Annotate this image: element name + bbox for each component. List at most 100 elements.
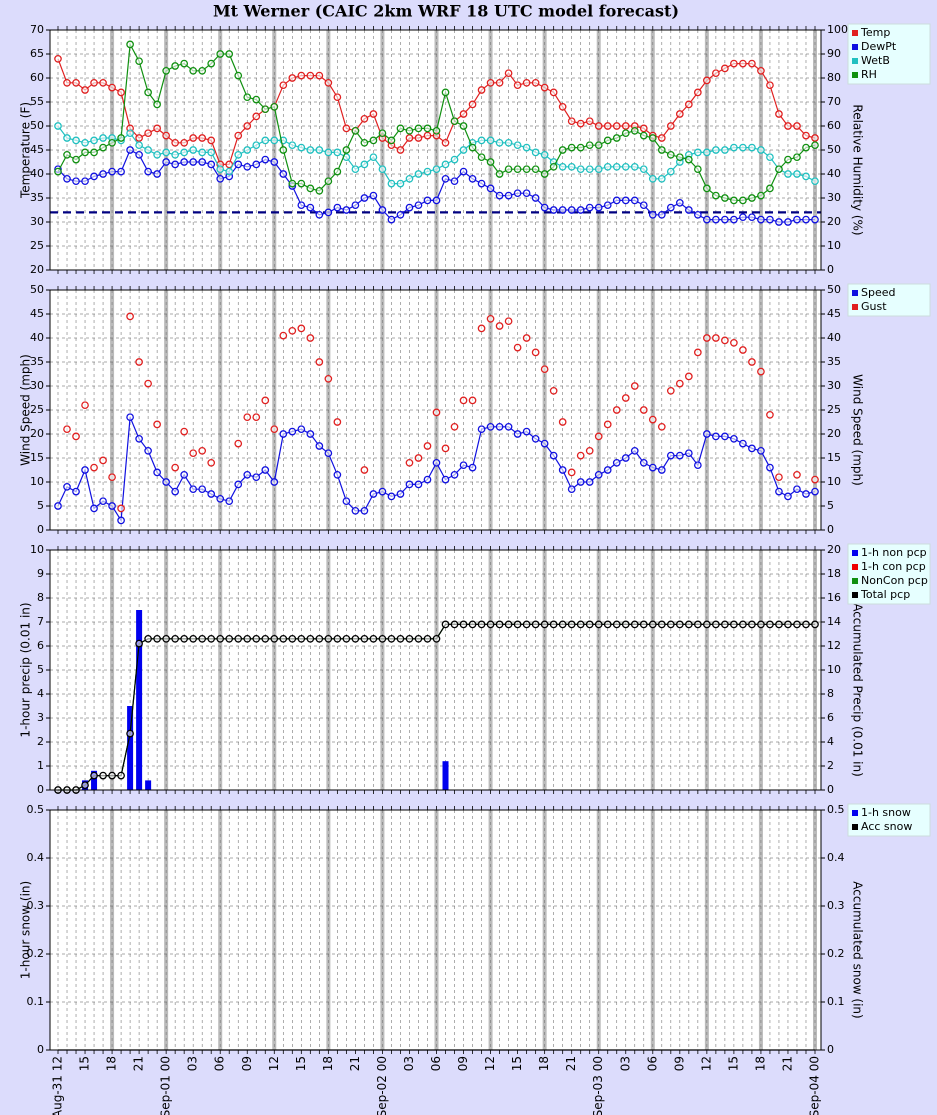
data-point [757, 146, 765, 154]
data-point [513, 620, 522, 629]
data-point [648, 415, 657, 424]
data-point [90, 136, 98, 145]
data-point [730, 338, 738, 347]
x-tick-label: 06 [429, 1056, 443, 1071]
data-point [423, 442, 432, 450]
precip-bar [442, 761, 449, 790]
data-point [369, 110, 378, 118]
data-point [99, 771, 107, 780]
legend-swatch [852, 30, 858, 36]
data-point [766, 215, 774, 224]
data-point [531, 148, 540, 157]
y-tick-label: 25 [30, 239, 44, 252]
y2-tick-label: 8 [827, 687, 834, 700]
data-point [108, 771, 116, 780]
y-tick-label: 40 [30, 331, 44, 344]
data-point [657, 134, 666, 142]
data-point [748, 444, 756, 453]
y-tick-label: 5 [37, 499, 44, 512]
y-tick-label: 40 [30, 167, 44, 180]
data-point [81, 466, 89, 474]
data-point [793, 620, 801, 629]
y-tick-label: 50 [30, 119, 44, 132]
data-point [594, 620, 603, 629]
data-point [666, 386, 675, 395]
data-point [657, 146, 666, 154]
data-point [288, 141, 297, 150]
data-point [153, 150, 161, 159]
data-point [432, 458, 441, 467]
data-point [693, 620, 702, 629]
data-point [630, 162, 639, 171]
data-point [162, 634, 170, 643]
data-point [198, 148, 207, 157]
data-point [757, 446, 765, 455]
data-point [72, 487, 80, 496]
data-point [585, 478, 594, 486]
data-point [171, 463, 180, 472]
data-point [666, 150, 675, 159]
data-point [81, 177, 89, 186]
y-tick-label: 70 [30, 23, 44, 36]
data-point [712, 620, 720, 629]
data-point [90, 771, 98, 780]
y-tick-label: 6 [37, 639, 44, 652]
y-tick-label: 60 [30, 71, 44, 84]
data-point [540, 83, 549, 92]
data-point [468, 174, 477, 183]
y-tick-label: 7 [37, 615, 44, 628]
data-point [675, 153, 684, 162]
data-point [684, 100, 693, 109]
data-point [396, 634, 405, 643]
data-point [243, 122, 252, 130]
y2-axis-label: Accumulated snow (in) [851, 881, 865, 1018]
data-point [261, 634, 270, 643]
data-point [639, 406, 648, 414]
data-point [144, 167, 152, 176]
data-point [477, 86, 486, 94]
data-point [153, 420, 161, 429]
y2-tick-label: 0 [827, 523, 834, 536]
data-point [54, 122, 62, 130]
data-point [739, 213, 747, 222]
data-point [333, 167, 342, 176]
data-point [793, 170, 801, 178]
data-point [423, 196, 432, 205]
y-tick-label: 50 [30, 283, 44, 296]
legend-label: Total pcp [860, 588, 910, 601]
data-point [135, 57, 143, 66]
data-point [576, 478, 585, 486]
data-point [612, 162, 621, 171]
data-point [712, 69, 720, 78]
data-point [712, 334, 720, 342]
data-point [252, 413, 261, 422]
data-point [162, 478, 170, 486]
data-point [99, 497, 107, 506]
data-point [90, 78, 98, 87]
data-point [648, 134, 657, 142]
data-point [811, 141, 819, 150]
data-point [558, 206, 567, 214]
data-point [234, 131, 243, 140]
data-point [522, 189, 531, 198]
data-point [234, 150, 243, 159]
data-point [144, 379, 152, 388]
data-point [324, 78, 333, 87]
data-point [739, 59, 747, 68]
y2-tick-label: 0.4 [827, 851, 845, 864]
data-point [666, 122, 675, 130]
y2-tick-label: 0.3 [827, 899, 845, 912]
y2-tick-label: 12 [827, 639, 841, 652]
data-point [288, 179, 297, 188]
y-tick-label: 0.3 [27, 899, 45, 912]
data-point [378, 487, 387, 496]
data-point [549, 620, 558, 629]
data-point [117, 134, 125, 142]
data-point [351, 201, 360, 210]
data-point [387, 179, 396, 188]
data-point [531, 434, 540, 443]
y-tick-label: 2 [37, 735, 44, 748]
data-point [504, 317, 513, 326]
data-point [693, 165, 702, 174]
data-point [135, 358, 143, 366]
